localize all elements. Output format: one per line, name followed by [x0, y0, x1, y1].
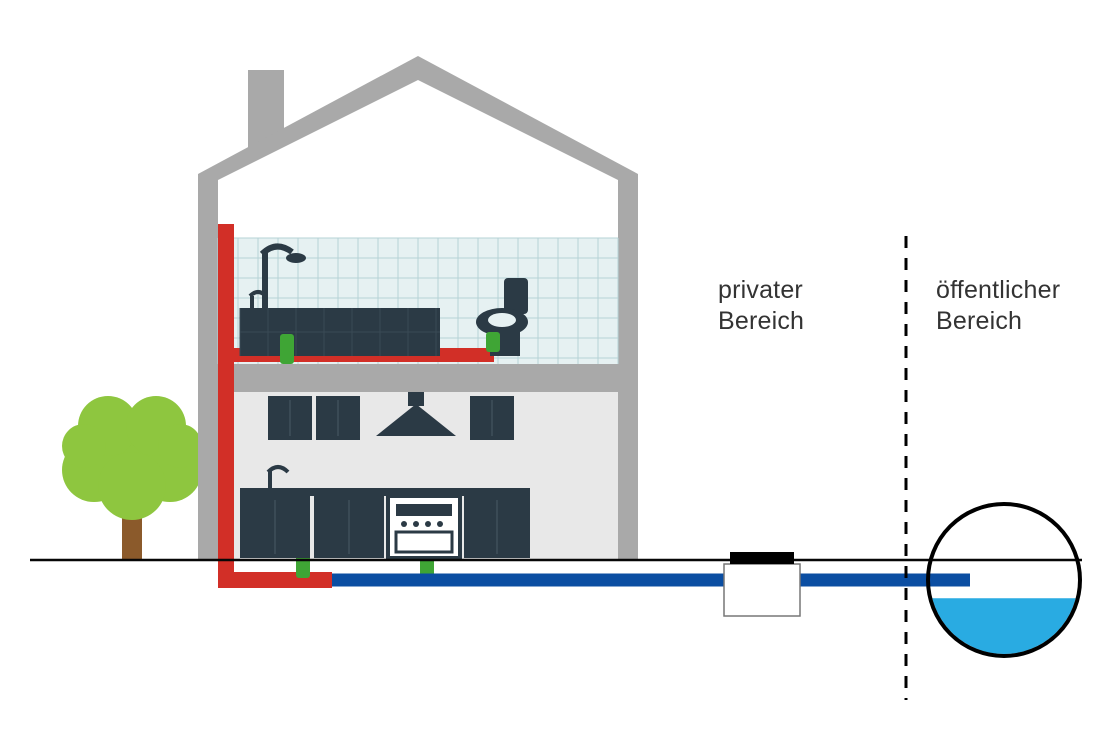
green-drain — [280, 334, 294, 364]
sewer-water — [928, 598, 1080, 746]
manhole-body — [724, 564, 800, 616]
public-area-label: öffentlicher Bereich — [936, 275, 1060, 338]
private-area-line2: Bereich — [718, 307, 804, 335]
tree-crown-icon — [62, 396, 202, 520]
private-area-label: privater Bereich — [718, 275, 804, 338]
green-drain — [486, 332, 500, 352]
public-area-line2: Bereich — [936, 307, 1022, 335]
private-area-line1: privater — [718, 276, 803, 304]
manhole-cap — [730, 552, 794, 564]
public-area-line1: öffentlicher — [936, 276, 1060, 304]
